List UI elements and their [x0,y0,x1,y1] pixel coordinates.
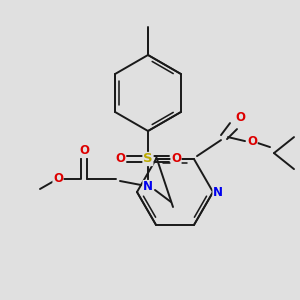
Text: O: O [171,152,181,166]
Text: N: N [213,185,223,199]
Text: S: S [143,152,153,166]
Text: N: N [143,181,153,194]
Text: O: O [79,145,89,158]
Text: O: O [115,152,125,166]
Text: O: O [247,135,257,148]
Text: O: O [235,111,245,124]
Text: O: O [53,172,63,185]
